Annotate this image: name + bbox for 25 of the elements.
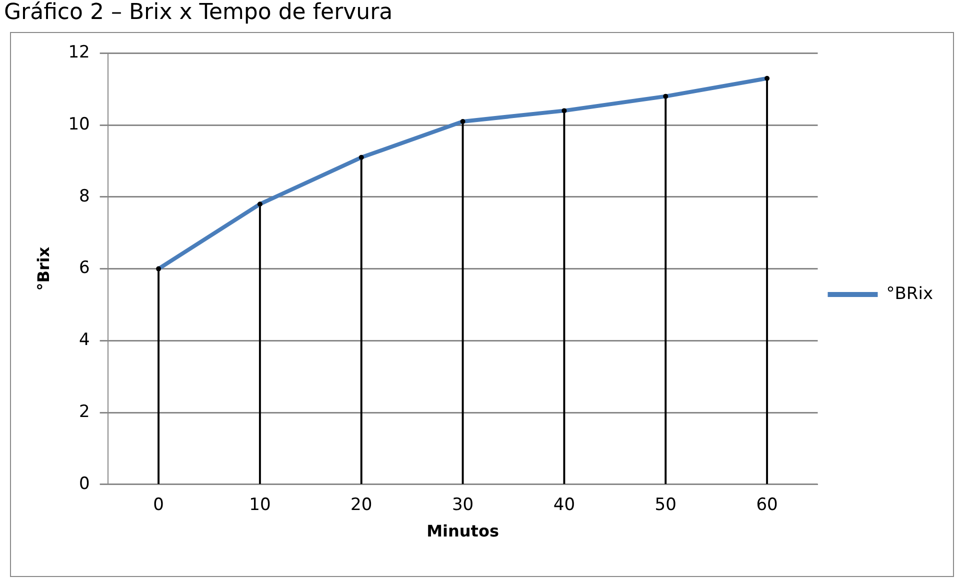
point xyxy=(764,76,770,81)
y-tick-label: 8 xyxy=(79,186,90,206)
x-tick-label: 0 xyxy=(153,495,164,516)
x-tick-label: 40 xyxy=(553,495,576,516)
legend-label: °BRix xyxy=(886,284,934,304)
y-tick-label: 4 xyxy=(79,330,90,350)
y-tick-label: 2 xyxy=(79,402,90,422)
point xyxy=(257,202,262,207)
x-tick-label: 50 xyxy=(654,495,676,516)
point xyxy=(663,94,668,99)
chart-title: Gráfico 2 – Brix x Tempo de fervura xyxy=(4,0,393,25)
x-tick-label: 30 xyxy=(452,495,474,516)
point xyxy=(460,118,466,124)
point xyxy=(358,154,364,160)
x-axis-title: Minutos xyxy=(426,522,499,541)
point xyxy=(562,108,567,114)
y-axis-title: °Brix xyxy=(34,246,53,291)
y-tick-label: 12 xyxy=(68,42,90,63)
x-tick-label: 20 xyxy=(350,495,372,516)
y-tick-label: 6 xyxy=(79,258,90,278)
point xyxy=(156,266,162,272)
x-tick-label: 60 xyxy=(756,495,778,516)
x-tick-label: 10 xyxy=(249,495,271,516)
y-tick-label: 0 xyxy=(79,474,90,494)
y-tick-label: 10 xyxy=(68,114,90,134)
